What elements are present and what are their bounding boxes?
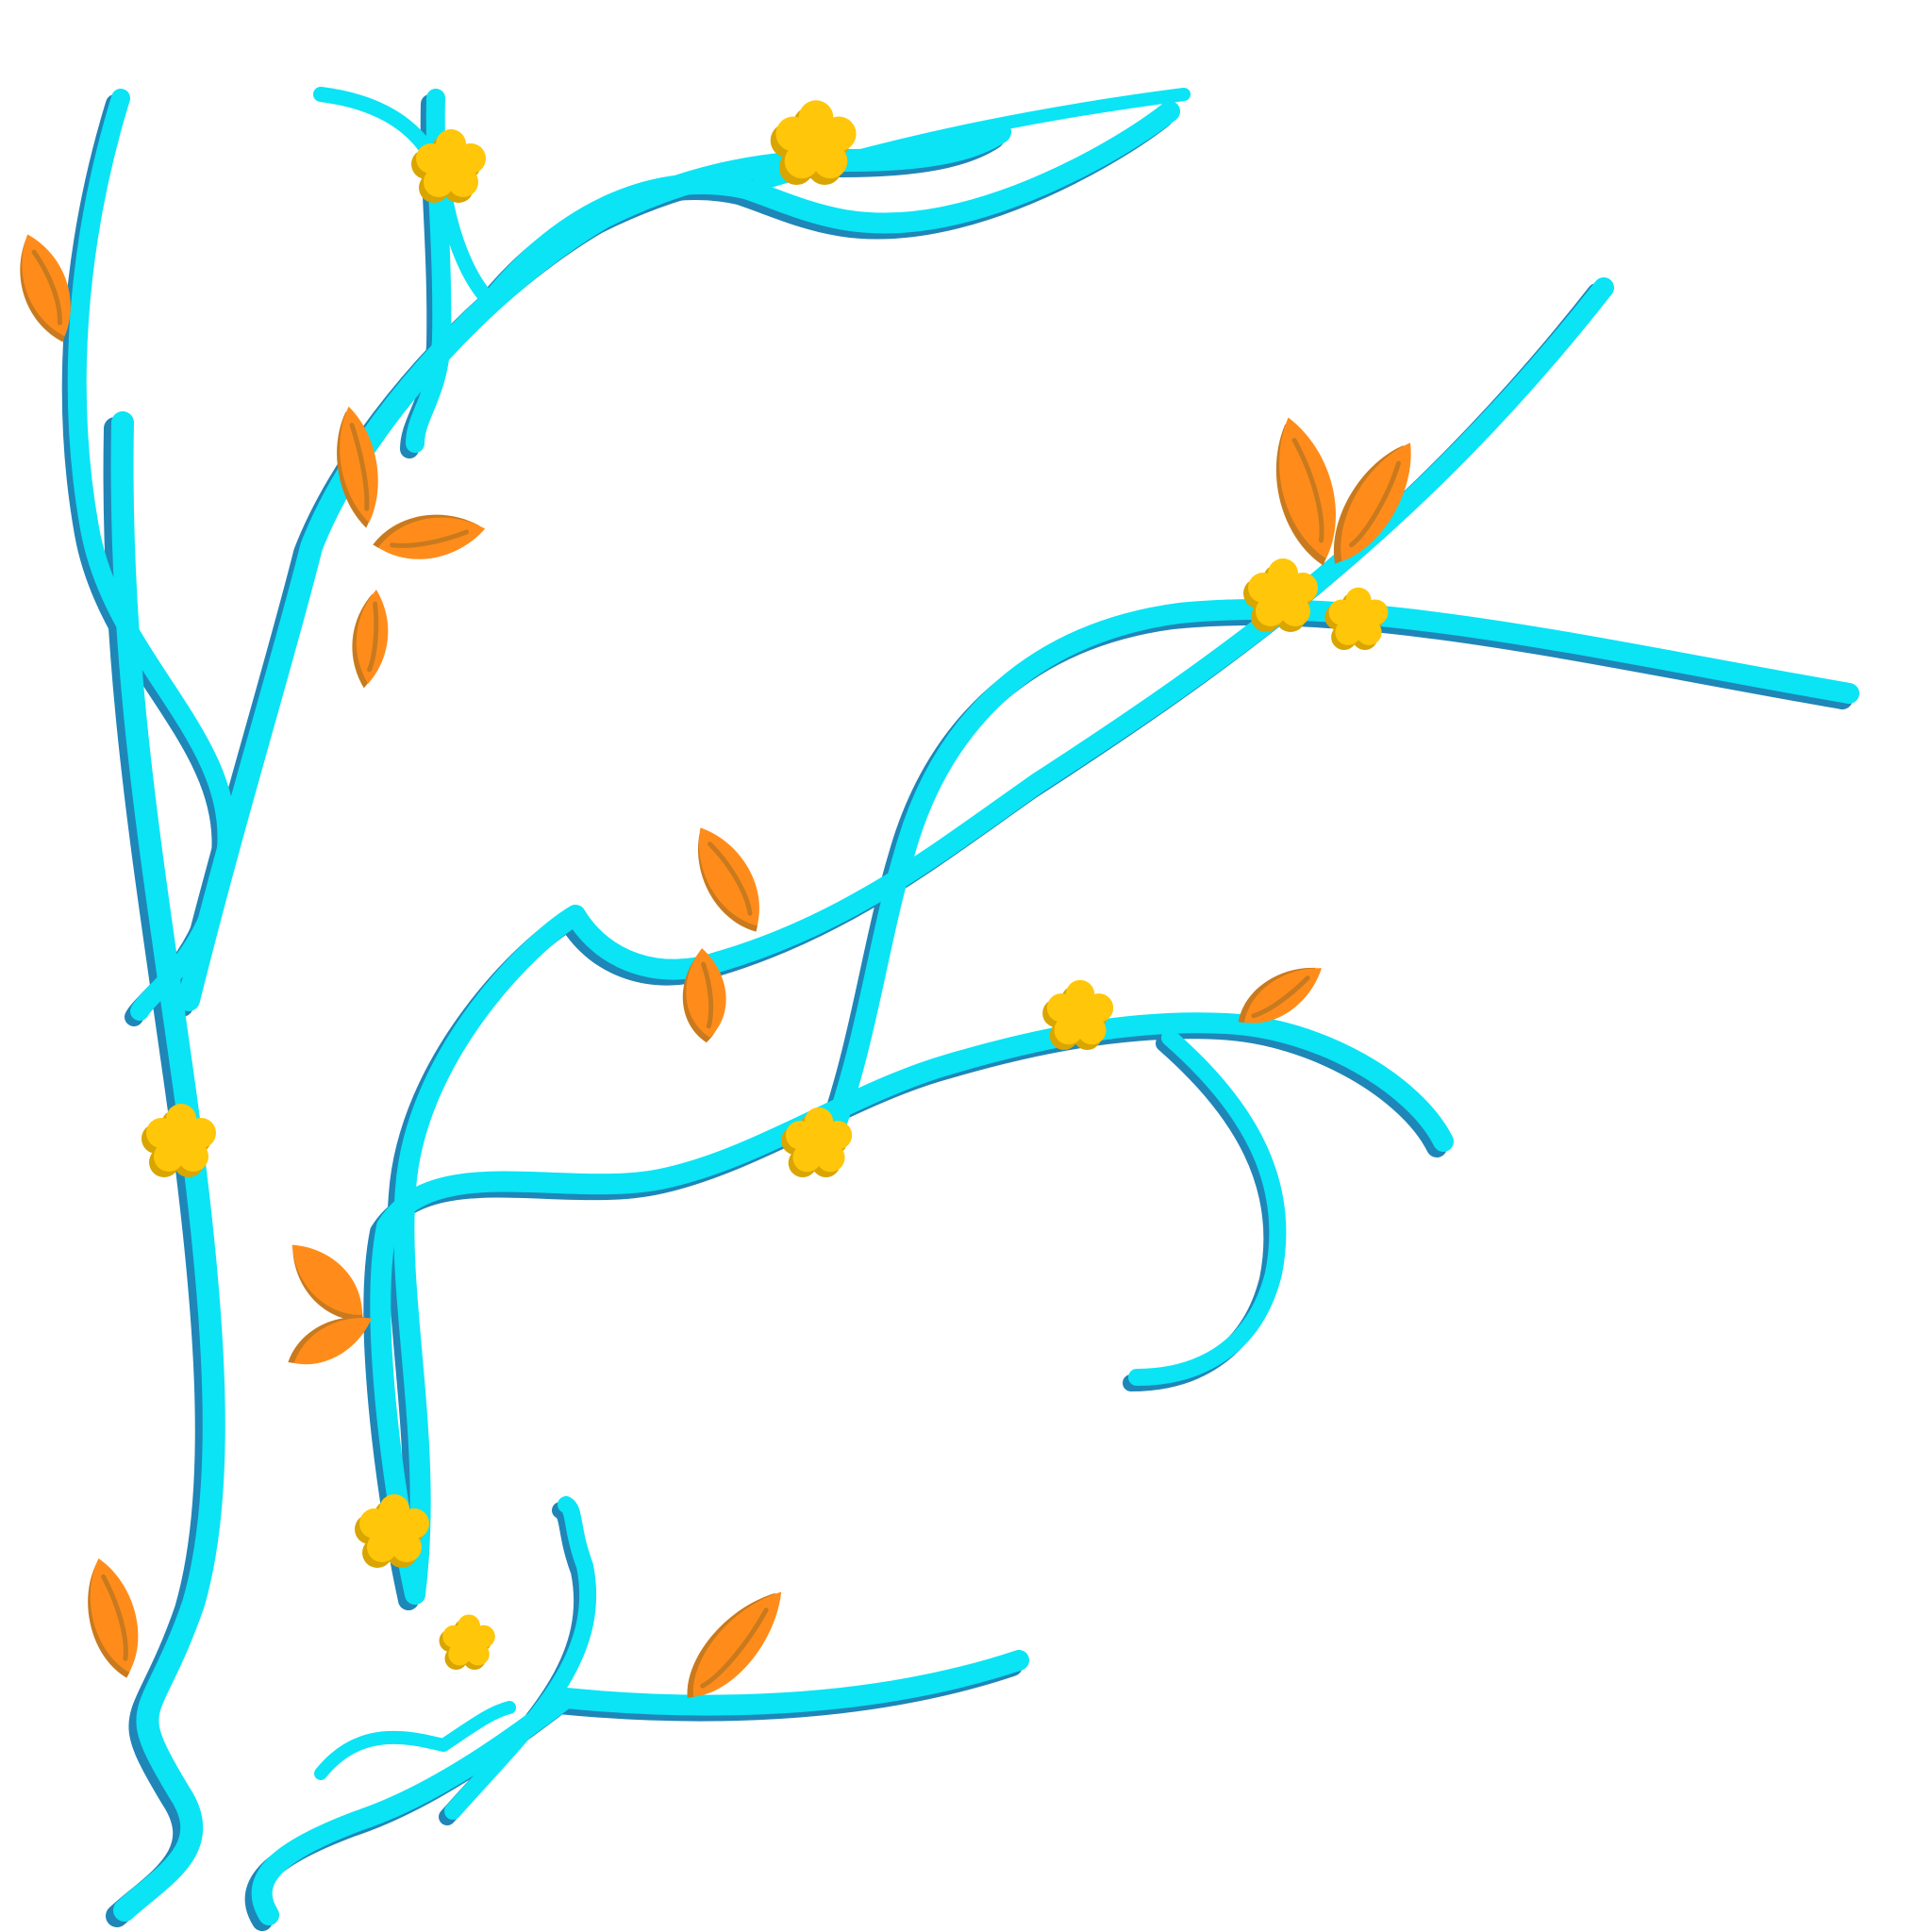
- stem-lower-branch: [370, 1012, 1454, 1605]
- leaf: [352, 590, 389, 689]
- leaf: [20, 234, 71, 342]
- flower: [770, 100, 857, 185]
- stem-shadow-lower-branch: [363, 1018, 1447, 1610]
- leaf: [687, 1591, 782, 1698]
- flower: [1324, 587, 1389, 650]
- stem-left-main: [110, 411, 225, 1922]
- flower: [1042, 979, 1114, 1050]
- leaf: [682, 948, 726, 1043]
- flower: [439, 1614, 495, 1670]
- stem-bottom-loop: [314, 1701, 516, 1780]
- stem-shadows: [61, 94, 1853, 1931]
- leaf: [698, 827, 759, 932]
- leaf: [1275, 417, 1336, 566]
- leaf: [1238, 967, 1322, 1024]
- leaf: [373, 514, 486, 559]
- stem-top-branch: [480, 101, 1180, 312]
- leaves: [20, 234, 1411, 1698]
- stem-middle-long: [393, 277, 1614, 1605]
- leaf: [288, 1317, 372, 1365]
- stem-curl: [1128, 1029, 1287, 1386]
- flower: [1243, 558, 1318, 632]
- stem-right-upper: [820, 599, 1859, 1152]
- stem-center-branch: [177, 121, 1011, 1011]
- flowers: [142, 100, 1389, 1670]
- leaf: [88, 1558, 139, 1678]
- stems: [67, 87, 1859, 1925]
- leaf: [337, 406, 378, 528]
- leaf: [1333, 442, 1411, 564]
- flower: [142, 1104, 216, 1177]
- stem-bottom-sprout: [444, 1496, 597, 1820]
- stem-bottom: [251, 1650, 1029, 1925]
- leaf: [291, 1244, 363, 1322]
